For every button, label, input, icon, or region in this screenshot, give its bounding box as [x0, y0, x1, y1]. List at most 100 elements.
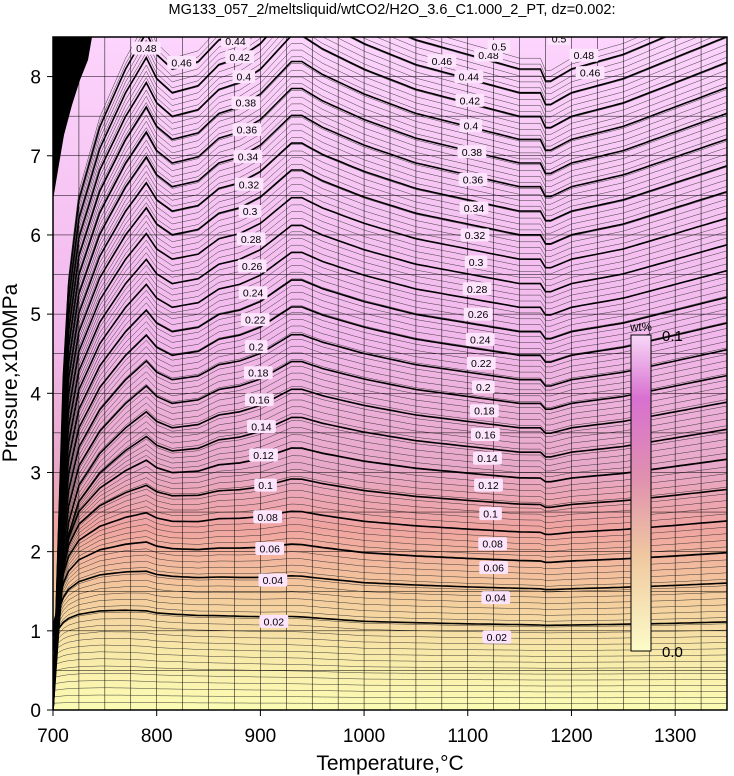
- contour-label-text: 0.36: [463, 175, 484, 187]
- contour-label: 0.2: [244, 340, 268, 354]
- contour-label-background: [465, 332, 495, 346]
- contour-label-background: [247, 420, 276, 434]
- x-axis: 700 800 900 1000 1100 1200 1300: [37, 710, 696, 747]
- contour-label: 0.38: [457, 145, 487, 159]
- contour-label-text: 0.02: [264, 616, 285, 628]
- contour-label-text: 0.1: [483, 509, 498, 521]
- contour-label-text: 0.24: [243, 288, 264, 300]
- contour-label: 0.16: [470, 427, 500, 441]
- contour-label-background: [454, 70, 484, 84]
- contour-label-text: 0.32: [465, 230, 486, 242]
- contour-label: 0.24: [238, 286, 268, 300]
- contour-label-background: [243, 366, 273, 380]
- contour-label-background: [238, 286, 268, 300]
- contour-label: 0.12: [249, 448, 278, 462]
- contour-label-background: [455, 93, 485, 107]
- y-tick-label: 7: [30, 147, 41, 168]
- contour-label-text: 0.44: [459, 72, 480, 84]
- y-axis-label: Pressure,x100MPa: [0, 283, 22, 462]
- contour-label-text: 0.02: [487, 632, 508, 644]
- contour-label-background: [258, 573, 288, 587]
- contour-label-background: [249, 448, 278, 462]
- contour-label: 0.3: [238, 204, 262, 218]
- contour-label-text: 0.08: [482, 539, 503, 551]
- contour-label: 0.34: [233, 150, 263, 164]
- colorbar-unit: wt%: [629, 322, 652, 334]
- high-pressure-dark-region: [53, 37, 92, 200]
- contour-label-text: 0.14: [251, 422, 272, 434]
- plot-frame: [52, 36, 728, 711]
- contour-label-background: [237, 259, 267, 273]
- contour-label-background: [472, 380, 495, 394]
- contour-label-background: [547, 37, 571, 46]
- contour-label-background: [470, 427, 500, 441]
- contour-label-text: 0.28: [467, 284, 488, 296]
- contour-label-background: [233, 150, 263, 164]
- contour-label-background: [478, 537, 508, 551]
- contour-label: 0.48: [131, 41, 161, 55]
- contour-label-text: 0.4: [236, 72, 251, 84]
- contour-label-background: [466, 356, 496, 370]
- contour-label: 0.28: [236, 232, 266, 246]
- contour-label-text: 0.08: [257, 512, 278, 524]
- contour-label: 0.26: [463, 307, 493, 321]
- contour-label: 0.42: [225, 50, 255, 64]
- contour-label-background: [427, 54, 457, 68]
- contour-label: 0.42: [455, 93, 485, 107]
- contour-label: 0.28: [462, 282, 492, 296]
- contour-label-text: 0.18: [248, 368, 269, 380]
- contour-label-text: 0.48: [574, 50, 595, 62]
- contour-label-text: 0.16: [249, 395, 270, 407]
- contour-label-background: [167, 55, 196, 69]
- contour-label-background: [460, 228, 490, 242]
- contour-label-text: 0.5: [552, 34, 567, 46]
- minor-contour-line: [53, 37, 683, 710]
- contour-label-text: 0.2: [476, 382, 491, 394]
- contour-label: 0.34: [459, 201, 489, 215]
- y-tick-label: 5: [30, 305, 41, 326]
- contour-label-text: 0.12: [478, 480, 499, 492]
- y-tick-label: 8: [30, 68, 41, 89]
- contour-label-text: 0.3: [469, 257, 484, 269]
- contour-label-background: [569, 48, 599, 62]
- contour-label-background: [458, 173, 488, 187]
- y-tick-label: 6: [30, 226, 41, 247]
- contour-label: 0.3: [464, 255, 488, 269]
- major-contour-line: [53, 37, 667, 710]
- y-tick-label: 4: [30, 384, 41, 405]
- contour-label-text: 0.32: [239, 179, 260, 191]
- contour-label: 0.44: [454, 70, 484, 84]
- contour-label: 0.1: [254, 478, 277, 492]
- y-axis: 0 1 2 3 4 5 6 7 8: [30, 68, 53, 722]
- contour-label-text: 0.12: [253, 450, 274, 462]
- contour-label-background: [459, 201, 489, 215]
- contour-label-text: 0.1: [258, 480, 273, 492]
- contour-label-text: 0.48: [478, 50, 499, 62]
- y-tick-label: 1: [30, 622, 41, 643]
- contour-label-text: 0.46: [580, 68, 601, 80]
- contour-label-background: [254, 478, 277, 492]
- contour-label-text: 0.22: [245, 315, 266, 327]
- contour-label: 0.4: [232, 70, 256, 84]
- contour-label-text: 0.44: [225, 36, 246, 48]
- contour-label-background: [482, 630, 512, 644]
- contour-label-text: 0.5: [492, 42, 507, 54]
- contour-label: 0.22: [240, 313, 270, 327]
- contour-label-background: [238, 204, 262, 218]
- x-tick-label: 800: [141, 726, 173, 747]
- x-tick-label: 1000: [343, 726, 385, 747]
- contour-label-background: [575, 66, 605, 80]
- contour-label-background: [479, 507, 502, 521]
- contour-label-background: [240, 313, 270, 327]
- contour-label-text: 0.04: [486, 593, 507, 605]
- contour-label-background: [464, 255, 488, 269]
- contour-label-text: 0.16: [475, 429, 496, 441]
- contour-label-text: 0.28: [241, 234, 262, 246]
- x-axis-label: Temperature,°C: [316, 752, 463, 775]
- contour-label: 0.16: [244, 393, 274, 407]
- contour-label-background: [236, 232, 266, 246]
- contour-label: 0.04: [258, 573, 288, 587]
- contour-label-text: 0.22: [471, 358, 492, 370]
- y-tick-label: 2: [30, 543, 41, 564]
